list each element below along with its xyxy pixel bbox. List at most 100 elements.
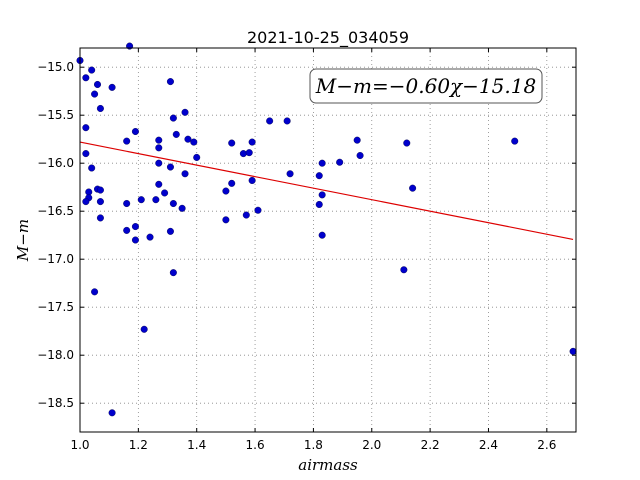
data-point: [511, 137, 519, 145]
data-point: [286, 170, 294, 178]
chart-title: 2021-10-25_034059: [247, 28, 409, 48]
data-point: [315, 172, 323, 180]
data-point: [82, 150, 90, 158]
grid-lines: [79, 48, 576, 432]
x-tick-label: 2.6: [537, 438, 556, 452]
data-point: [88, 66, 96, 74]
data-point: [193, 153, 201, 161]
data-point: [239, 150, 247, 158]
fit-line-layer: [79, 141, 574, 241]
data-point: [409, 184, 417, 192]
data-point: [82, 74, 90, 82]
data-point: [245, 149, 253, 157]
data-point: [266, 117, 274, 125]
data-point: [318, 191, 326, 199]
data-point: [152, 196, 160, 204]
data-point: [318, 231, 326, 239]
data-point: [353, 136, 361, 144]
data-point: [91, 288, 99, 296]
data-point: [108, 83, 116, 91]
data-point: [96, 198, 104, 206]
y-tick-label: −17.0: [37, 252, 74, 266]
data-point: [403, 139, 411, 147]
x-tick-label: 1.8: [304, 438, 323, 452]
fit-annotation: M−m=−0.60χ−15.18: [309, 68, 543, 104]
data-point: [181, 108, 189, 116]
data-point: [222, 187, 230, 195]
data-point: [184, 135, 192, 143]
data-point: [155, 136, 163, 144]
data-point: [181, 170, 189, 178]
x-tick-label: 1.4: [187, 438, 206, 452]
x-tick-label: 1.0: [70, 438, 89, 452]
y-axis-ticks: −15.0 −15.5 −16.0 −16.5 −17.0 −17.5 −18.0 −18.5: [37, 60, 576, 410]
data-point: [131, 128, 139, 136]
x-tick-label: 2.2: [421, 438, 440, 452]
data-point: [169, 269, 177, 277]
data-point: [166, 78, 174, 86]
fit-annotation-text: M−m=−0.60χ−15.18: [315, 74, 536, 98]
fit-annotation-box: [309, 68, 543, 104]
data-point: [140, 325, 148, 333]
data-point: [161, 189, 169, 197]
data-point: [569, 347, 577, 355]
data-point: [172, 130, 180, 138]
data-point: [123, 200, 131, 208]
data-point: [318, 159, 326, 167]
data-point: [96, 214, 104, 222]
data-point: [108, 409, 116, 417]
data-point: [88, 164, 96, 172]
data-point: [356, 152, 364, 160]
x-tick-label: 1.6: [246, 438, 265, 452]
data-point: [155, 180, 163, 188]
data-point: [283, 117, 291, 125]
data-points: [76, 42, 577, 417]
data-point: [254, 206, 262, 214]
y-tick-label: −16.0: [37, 156, 74, 170]
data-point: [336, 158, 344, 166]
data-point: [228, 179, 236, 187]
data-point: [222, 216, 230, 224]
data-point: [123, 226, 131, 234]
x-axis-title: airmass: [298, 456, 358, 474]
plot-frame: [79, 47, 577, 433]
data-point: [248, 176, 256, 184]
data-point: [131, 236, 139, 244]
y-tick-label: −18.5: [37, 396, 74, 410]
data-point: [96, 104, 104, 112]
data-point: [228, 139, 236, 147]
x-tick-label: 2.0: [362, 438, 381, 452]
data-point: [242, 211, 250, 219]
data-point: [82, 198, 90, 206]
data-point: [169, 114, 177, 122]
data-point: [96, 186, 104, 194]
data-point: [123, 137, 131, 145]
x-tick-label: 1.2: [129, 438, 148, 452]
x-axis-ticks: 1.0 1.2 1.4 1.6 1.8 2.0 2.2 2.4 2.6: [70, 48, 556, 452]
data-point: [91, 90, 99, 98]
y-tick-label: −17.5: [37, 300, 74, 314]
fit-line: [79, 141, 574, 241]
y-tick-label: −15.0: [37, 60, 74, 74]
data-point: [94, 80, 102, 88]
data-point: [166, 163, 174, 171]
y-tick-label: −18.0: [37, 348, 74, 362]
data-point: [146, 233, 154, 241]
data-point: [82, 124, 90, 132]
y-tick-label: −16.5: [37, 204, 74, 218]
data-point: [131, 223, 139, 231]
data-point: [166, 227, 174, 235]
y-axis-title: M−m: [14, 219, 32, 262]
data-point: [155, 144, 163, 152]
data-point: [190, 138, 198, 146]
data-point: [248, 138, 256, 146]
x-tick-label: 2.4: [479, 438, 498, 452]
data-point: [169, 200, 177, 208]
y-tick-label: −15.5: [37, 108, 74, 122]
data-point: [155, 159, 163, 167]
data-point: [137, 196, 145, 204]
data-point: [400, 266, 408, 274]
data-point: [315, 200, 323, 208]
data-point: [178, 204, 186, 212]
